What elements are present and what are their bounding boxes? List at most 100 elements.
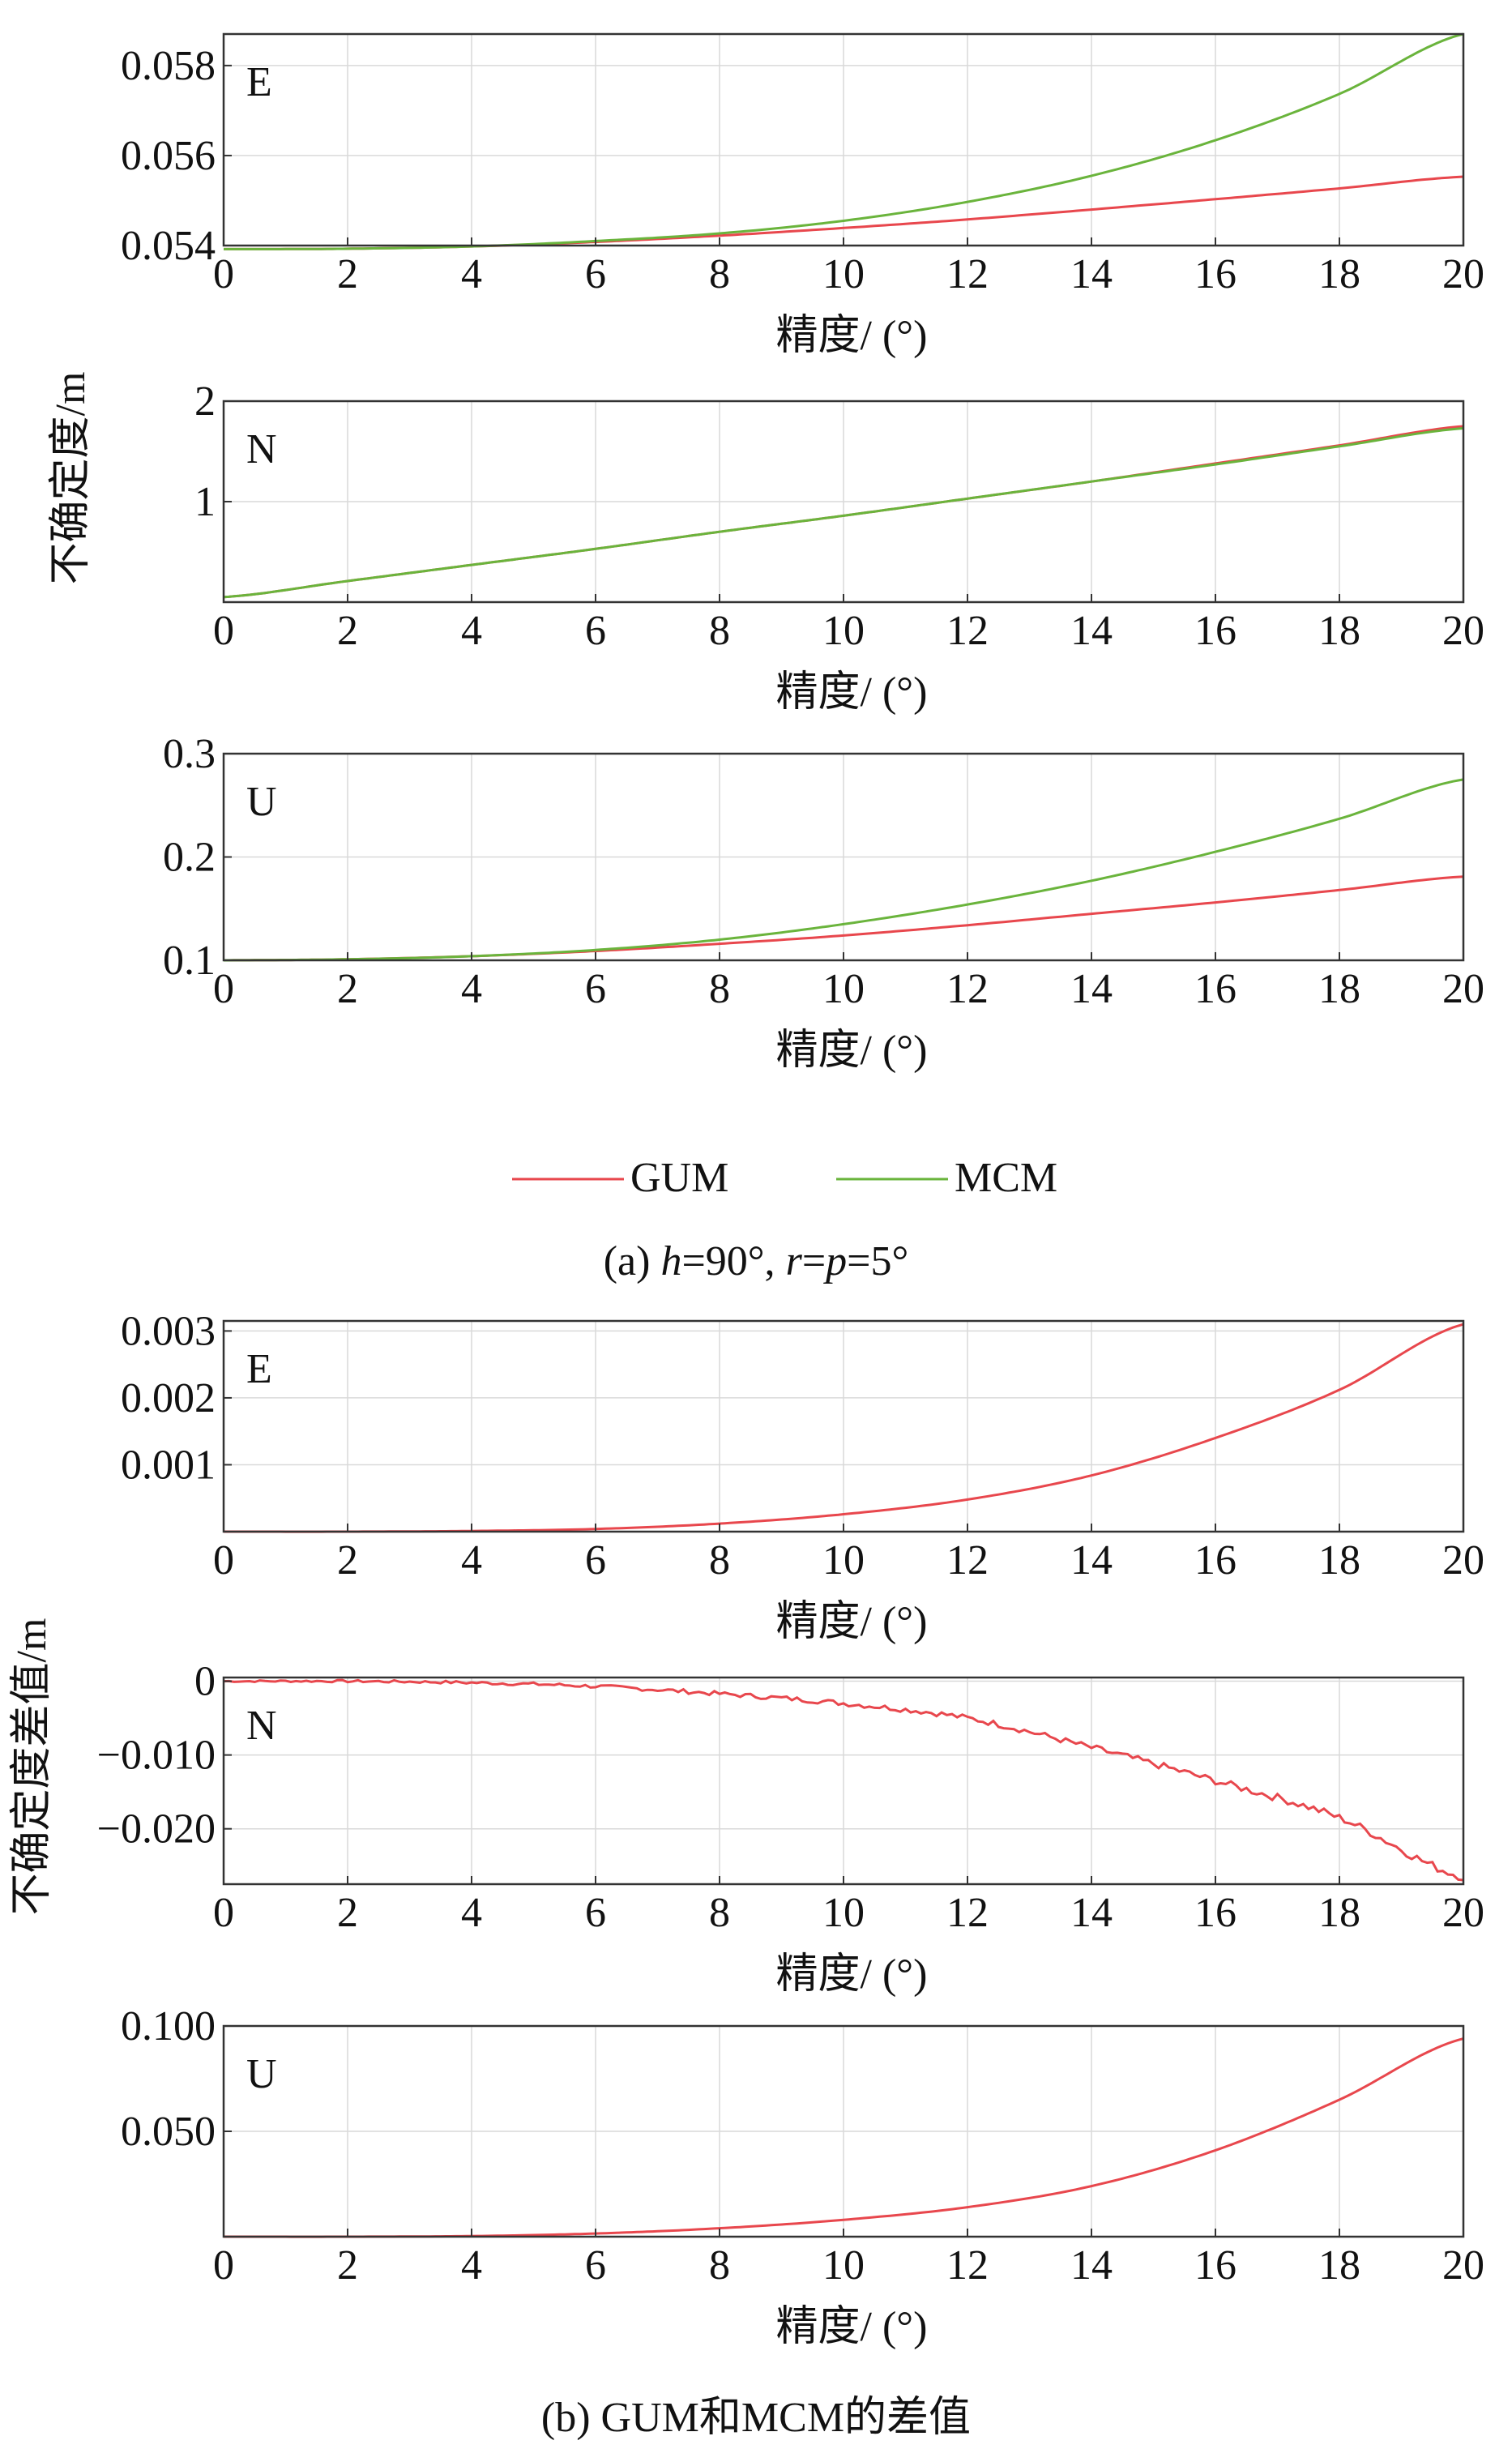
panel-label: N [246, 1703, 277, 1749]
x-tick-label: 16 [1194, 1890, 1237, 1936]
legend: GUM MCM [512, 1155, 1057, 1201]
x-tick-label: 10 [822, 966, 865, 1012]
x-tick-label: 18 [1318, 608, 1360, 654]
x-tick-label: 2 [337, 608, 358, 654]
x-axis-label: 精度/ (°) [776, 313, 928, 359]
x-tick-label: 4 [461, 251, 482, 297]
x-tick-label: 4 [461, 966, 482, 1012]
x-tick-label: 12 [946, 251, 989, 297]
caption-a-h: h [660, 1238, 681, 1284]
x-tick-label: 0 [213, 966, 234, 1012]
panel-label: N [246, 426, 277, 472]
x-tick-label: 4 [461, 1890, 482, 1936]
x-tick-label: 8 [709, 251, 730, 297]
legend-mcm-label: MCM [955, 1155, 1057, 1201]
x-tick-label: 8 [709, 1537, 730, 1584]
x-tick-label: 10 [822, 2242, 865, 2289]
legend-gum-label: GUM [630, 1155, 728, 1201]
x-tick-label: 20 [1442, 608, 1484, 654]
x-tick-label: 16 [1194, 1537, 1237, 1584]
x-tick-label: 14 [1070, 1890, 1113, 1936]
panel-a-U: 0 2 4 6 8 10 12 14 16 18 20 0.1 0.2 0.3 U 精度/ (°) [163, 731, 1484, 1074]
x-tick-label: 12 [946, 2242, 989, 2289]
x-tick-label: 4 [461, 1537, 482, 1584]
x-tick-label: 6 [585, 1890, 606, 1936]
x-tick-label: 0 [213, 251, 234, 297]
panel-label: U [246, 779, 277, 825]
x-tick-label: 2 [337, 2242, 358, 2289]
y-tick-label: 0.2 [163, 835, 216, 881]
x-tick-label: 18 [1318, 251, 1360, 297]
caption-a-mid: =90°, [681, 1238, 785, 1284]
x-tick-label: 8 [709, 608, 730, 654]
x-axis-label: 精度/ (°) [776, 1951, 928, 1998]
caption-a-prefix: (a) [604, 1238, 661, 1284]
x-tick-label: 14 [1070, 1537, 1113, 1584]
x-tick-label: 8 [709, 1890, 730, 1936]
y-tick-label: 0.003 [121, 1308, 216, 1354]
x-tick-label: 12 [946, 1537, 989, 1584]
x-tick-label: 6 [585, 251, 606, 297]
series-line-mcm [224, 778, 1464, 962]
y-tick-label: 2 [194, 378, 216, 425]
caption-a-r: r [786, 1238, 803, 1284]
y-tick-label: 0.3 [163, 731, 216, 777]
y-tick-label: 0.002 [121, 1375, 216, 1421]
x-tick-label: 16 [1194, 966, 1237, 1012]
x-tick-label: 2 [337, 1890, 358, 1936]
caption-b: (b) GUM和MCM的差值 [541, 2395, 971, 2441]
x-axis-label: 精度/ (°) [776, 669, 928, 716]
y-tick-label: 0.050 [121, 2109, 216, 2155]
caption-a-suffix: =5° [847, 1238, 908, 1284]
x-tick-label: 2 [337, 1537, 358, 1584]
series-line-mcm [224, 32, 1464, 250]
panel-label: E [246, 59, 272, 105]
x-tick-label: 20 [1442, 251, 1484, 297]
x-tick-label: 12 [946, 1890, 989, 1936]
x-tick-label: 10 [822, 608, 865, 654]
x-axis-label: 精度/ (°) [776, 1028, 928, 1074]
x-tick-label: 20 [1442, 1537, 1484, 1584]
y-tick-label: 0.058 [121, 43, 216, 89]
x-tick-label: 2 [337, 966, 358, 1012]
x-tick-label: 14 [1070, 251, 1113, 297]
x-tick-label: 20 [1442, 966, 1484, 1012]
x-tick-label: 10 [822, 251, 865, 297]
y-tick-label: 0.054 [121, 223, 216, 269]
x-tick-label: 14 [1070, 2242, 1113, 2289]
panel-b-N: 0 2 4 6 8 10 12 14 16 18 20 0 −0.010 −0.020 N 精度/ (°) [97, 1659, 1484, 1998]
x-tick-label: 18 [1318, 966, 1360, 1012]
x-tick-label: 4 [461, 608, 482, 654]
x-tick-label: 0 [213, 608, 234, 654]
x-tick-label: 6 [585, 966, 606, 1012]
caption-a-eq: = [802, 1238, 826, 1284]
x-tick-label: 20 [1442, 2242, 1484, 2289]
x-tick-label: 16 [1194, 2242, 1237, 2289]
x-tick-label: 18 [1318, 1890, 1360, 1936]
x-tick-label: 6 [585, 608, 606, 654]
series-line-gummcm [223, 1678, 1464, 1882]
x-tick-label: 2 [337, 251, 358, 297]
y-tick-label: −0.020 [97, 1806, 216, 1853]
x-tick-label: 12 [946, 966, 989, 1012]
x-tick-label: 20 [1442, 1890, 1484, 1936]
x-tick-label: 6 [585, 2242, 606, 2289]
part-a-ylabel: 不确定度/m [48, 372, 94, 585]
x-tick-label: 6 [585, 1537, 606, 1584]
panel-a-E: 0 2 4 6 8 10 12 14 16 18 20 0.054 0.056 0.058 E 精度/ (°) [121, 32, 1484, 359]
x-tick-label: 4 [461, 2242, 482, 2289]
x-tick-label: 16 [1194, 608, 1237, 654]
panel-b-U: 0 2 4 6 8 10 12 14 16 18 20 0.050 0.100 U 精度/ (°) [121, 2003, 1484, 2350]
x-tick-label: 8 [709, 966, 730, 1012]
x-tick-label: 12 [946, 608, 989, 654]
y-tick-label: 0.1 [163, 938, 216, 984]
x-tick-label: 14 [1070, 608, 1113, 654]
part-b-ylabel: 不确定度差值/m [9, 1618, 55, 1916]
x-tick-label: 0 [213, 1890, 234, 1936]
y-tick-label: 1 [194, 479, 216, 525]
y-tick-label: −0.010 [97, 1733, 216, 1779]
y-tick-label: 0 [194, 1659, 216, 1705]
x-tick-label: 0 [213, 1537, 234, 1584]
